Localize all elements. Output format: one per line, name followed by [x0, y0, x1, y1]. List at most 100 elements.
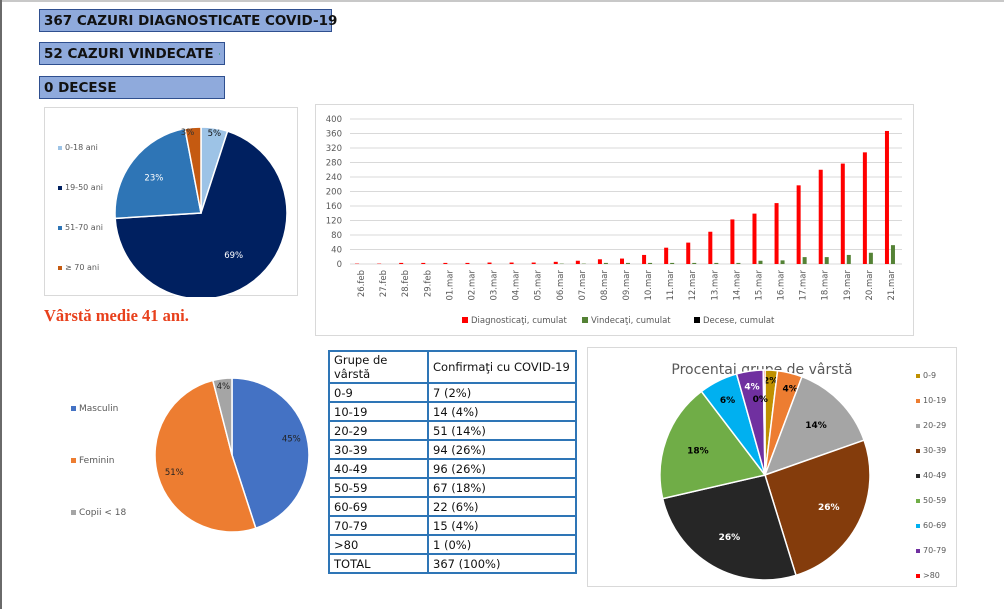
- x-tick-14-mar: 14.mar: [732, 270, 742, 301]
- confirmed-cell: 367 (100%): [427, 553, 577, 574]
- x-tick-29-feb: 29.feb: [423, 270, 433, 297]
- confirmed-cell: 94 (26%): [427, 439, 577, 460]
- legend-swatch-decese-cumulat: [694, 317, 700, 323]
- bar-diagnostica-i-cumulat-13-mar: [708, 231, 713, 264]
- legend-label-60-69: 60-69: [923, 521, 946, 530]
- data-label-80: 0%: [753, 395, 768, 405]
- data-label-feminin: 51%: [165, 468, 184, 478]
- bar-vindeca-i-cumulat-18-mar: [824, 257, 829, 264]
- age-pie-card: 5% 69% 23% 3% 0-18 ani 19-50 ani 51-70 ani ≥ 70…: [44, 107, 298, 300]
- legend-swatch-80: [916, 574, 920, 578]
- legend-swatch-70-ani: [58, 266, 62, 270]
- data-label-40-49: 26%: [719, 533, 741, 543]
- bar-vindeca-i-cumulat-17-mar: [802, 257, 807, 264]
- pie-slice-50-59: [659, 390, 767, 500]
- age-group-cell: 60-69: [328, 496, 429, 517]
- age-group-cell: Grupe de vârstă: [328, 350, 429, 384]
- age-group-cell: TOTAL: [328, 553, 429, 574]
- y-tick-120: 120: [326, 217, 342, 227]
- legend-label-10-19: 10-19: [923, 396, 946, 405]
- x-tick-04-mar: 04.mar: [512, 270, 522, 301]
- bar-diagnostica-i-cumulat-14-mar: [730, 219, 735, 264]
- legend-label-80: >80: [923, 571, 940, 580]
- age-groups-table: Grupe de vârstă Confirmaţi cu COVID-19 0-9…: [328, 350, 577, 574]
- age-group-cell: 10-19: [328, 401, 429, 422]
- bar-vindeca-i-cumulat-10-mar: [648, 262, 653, 264]
- data-label-70-79: 4%: [744, 383, 759, 393]
- legend-label-70-ani: ≥ 70 ani: [65, 263, 99, 272]
- legend-swatch-19-50-ani: [58, 186, 62, 190]
- table-row: 10-19 14 (4%): [328, 401, 577, 422]
- y-tick-200: 200: [326, 188, 342, 198]
- legend-swatch-50-59: [916, 499, 920, 503]
- bar-diagnostica-i-cumulat-12-mar: [686, 242, 691, 264]
- pie-slice-40-49: [661, 474, 797, 581]
- pie-slice-20-29: [763, 375, 866, 477]
- data-label-10-19: 4%: [783, 384, 798, 394]
- age-group-cell: 20-29: [328, 420, 429, 441]
- bar-vindeca-i-cumulat-08-mar: [603, 262, 608, 264]
- x-tick-19-mar: 19.mar: [843, 270, 853, 301]
- pie-slice-feminin: [154, 379, 257, 533]
- bar-diagnostica-i-cumulat-17-mar: [796, 185, 801, 264]
- table-row: 0-9 7 (2%): [328, 382, 577, 403]
- table-row: 30-39 94 (26%): [328, 439, 577, 460]
- x-tick-08-mar: 08.mar: [600, 270, 610, 301]
- bar-diagnostica-i-cumulat-05-mar: [531, 262, 536, 264]
- data-label-60-69: 6%: [720, 396, 735, 406]
- pie-slice-80: [762, 369, 766, 476]
- table-row: 70-79 15 (4%): [328, 515, 577, 536]
- data-label-19-50-ani: 69%: [224, 251, 243, 261]
- legend-swatch-70-79: [916, 549, 920, 553]
- legend-label-19-50-ani: 19-50 ani: [65, 183, 103, 192]
- age-group-cell: 70-79: [328, 515, 429, 536]
- legend-label-diagnostica-i-cumulat: Diagnosticaţi, cumulat: [471, 316, 567, 326]
- legend-swatch-20-29: [916, 424, 920, 428]
- bar-vindeca-i-cumulat-11-mar: [670, 262, 675, 264]
- x-tick-18-mar: 18.mar: [821, 270, 831, 301]
- confirmed-cell: Confirmaţi cu COVID-19: [427, 350, 577, 384]
- data-label-0-9: 2%: [763, 377, 778, 387]
- bar-diagnostica-i-cumulat-09-mar: [620, 258, 624, 264]
- page-top-border: [0, 0, 1004, 2]
- legend-label-51-70-ani: 51-70 ani: [65, 223, 103, 232]
- table-row: 60-69 22 (6%): [328, 496, 577, 517]
- data-label-50-59: 18%: [687, 447, 709, 457]
- confirmed-cell: 67 (18%): [427, 477, 577, 498]
- bar-vindeca-i-cumulat-13-mar: [714, 262, 719, 264]
- legend-label-0-9: 0-9: [923, 371, 936, 380]
- bar-diagnostica-i-cumulat-03-mar: [487, 262, 492, 264]
- x-tick-16-mar: 16.mar: [777, 270, 787, 301]
- age-group-cell: 30-39: [328, 439, 429, 460]
- legend-label-70-79: 70-79: [923, 546, 946, 555]
- bar-diagnostica-i-cumulat-19-mar: [840, 163, 845, 264]
- age-pie-chart: 5% 69% 23% 3% 0-18 ani 19-50 ani 51-70 ani ≥ 70…: [58, 126, 288, 300]
- bar-vindeca-i-cumulat-12-mar: [692, 262, 697, 264]
- diagnosed-text: 367 CAZURI DIAGNOSTICATE COVID-19: [44, 12, 338, 29]
- cumulative-bar-chart: 0 40 80 120 160 200 240 280 320 360 400 26.feb 27.fe…: [326, 115, 902, 326]
- y-tick-240: 240: [326, 173, 342, 183]
- legend-label-20-29: 20-29: [923, 421, 946, 430]
- y-tick-400: 400: [326, 115, 342, 125]
- legend-swatch-feminin: [71, 458, 76, 463]
- legend-swatch-diagnostica-i-cumulat: [462, 317, 468, 323]
- bar-diagnostica-i-cumulat-07-mar: [575, 260, 580, 264]
- bar-diagnostica-i-cumulat-16-mar: [774, 203, 779, 264]
- table-header-row: Grupe de vârstă Confirmaţi cu COVID-19: [328, 350, 577, 384]
- bar-diagnostica-i-cumulat-20-mar: [862, 152, 867, 264]
- data-label-copii-18: 4%: [217, 382, 231, 392]
- y-tick-160: 160: [326, 202, 342, 212]
- legend-label-copii-18: Copii < 18: [79, 508, 126, 518]
- x-tick-07-mar: 07.mar: [578, 270, 588, 301]
- bar-diagnostica-i-cumulat-10-mar: [642, 254, 647, 264]
- y-tick-320: 320: [326, 144, 342, 154]
- x-tick-05-mar: 05.mar: [534, 270, 544, 301]
- pie-slice-19-50-ani: [114, 130, 288, 300]
- x-tick-12-mar: 12.mar: [688, 270, 698, 301]
- legend-swatch-masculin: [71, 406, 76, 411]
- pie-slice-51-70-ani: [114, 127, 202, 220]
- bar-diagnostica-i-cumulat-02-mar: [465, 262, 470, 264]
- y-tick-280: 280: [326, 159, 342, 169]
- pie-slice-70-ani: [184, 126, 202, 214]
- confirmed-cell: 1 (0%): [427, 534, 577, 555]
